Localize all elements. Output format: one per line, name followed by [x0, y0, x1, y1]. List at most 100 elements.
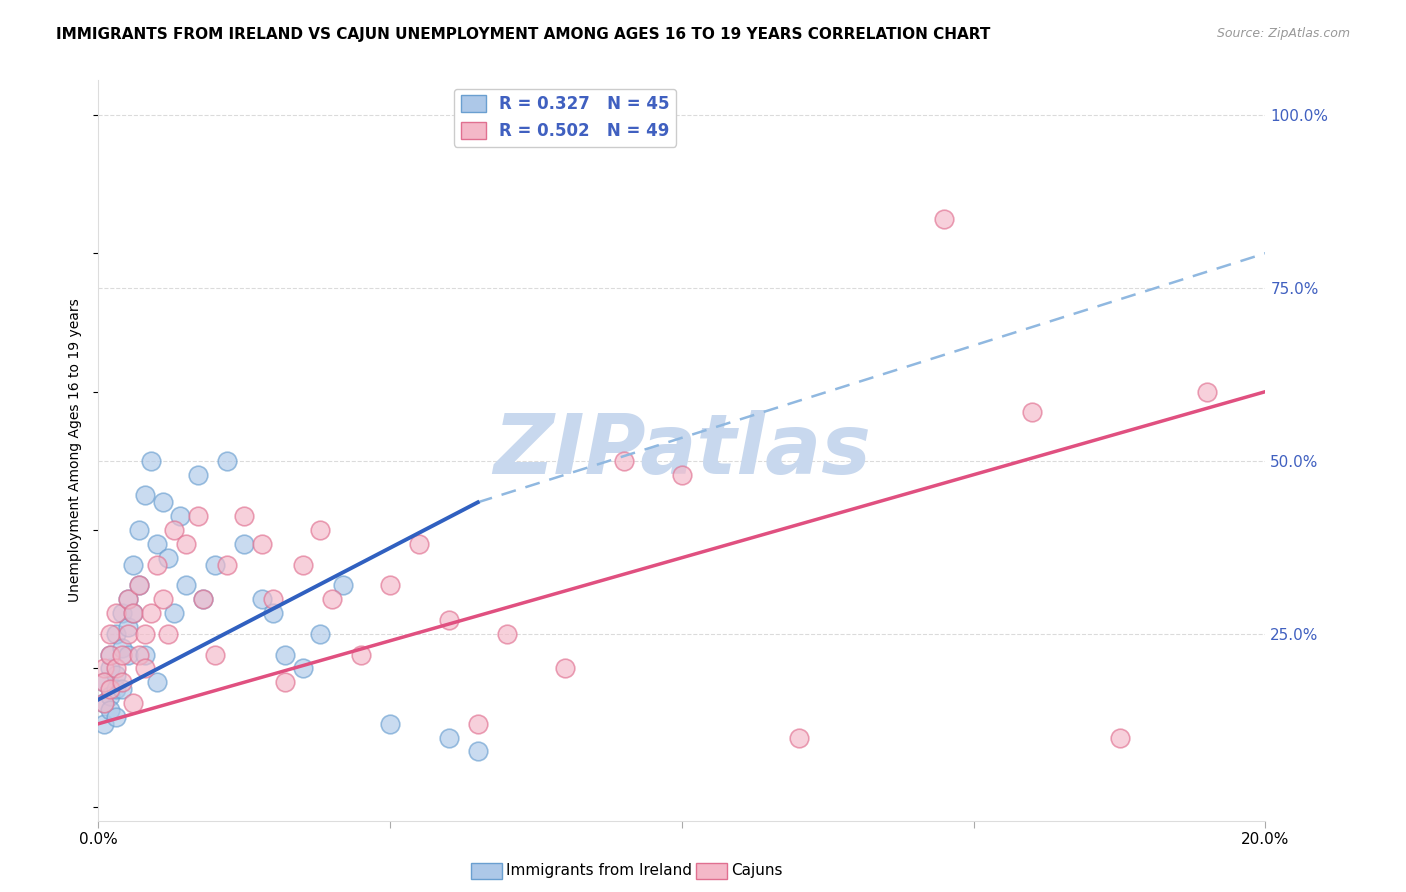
Point [122, 696, 145, 710]
Point [250, 537, 273, 551]
Point [104, 668, 127, 682]
Point [117, 620, 139, 634]
Point [262, 606, 284, 620]
Point [215, 558, 238, 572]
Point [93, 675, 115, 690]
Point [128, 578, 150, 592]
Point [291, 661, 314, 675]
Point [1108, 731, 1130, 745]
Point [467, 716, 489, 731]
Point [98, 627, 121, 641]
Point [204, 648, 226, 662]
Point [174, 578, 197, 592]
Point [146, 675, 169, 690]
Point [496, 627, 519, 641]
Point [111, 675, 134, 690]
Point [128, 523, 150, 537]
Point [122, 606, 145, 620]
Point [134, 627, 156, 641]
Point [139, 606, 162, 620]
Point [117, 592, 139, 607]
Point [93, 675, 115, 690]
Point [1021, 405, 1043, 419]
Point [117, 648, 139, 662]
Point [233, 537, 256, 551]
Point [250, 592, 273, 607]
Point [104, 682, 127, 697]
Legend: R = 0.327   N = 45, R = 0.502   N = 49: R = 0.327 N = 45, R = 0.502 N = 49 [454, 88, 676, 146]
Point [111, 682, 134, 697]
Point [93, 696, 115, 710]
Point [437, 613, 460, 627]
Point [467, 744, 489, 758]
Point [98, 648, 121, 662]
Point [204, 558, 226, 572]
Point [291, 558, 314, 572]
Point [163, 523, 186, 537]
Point [157, 550, 180, 565]
Point [93, 716, 115, 731]
Point [122, 606, 145, 620]
Point [117, 627, 139, 641]
Point [134, 488, 156, 502]
Point [174, 537, 197, 551]
Point [134, 661, 156, 675]
Point [233, 509, 256, 524]
Point [612, 454, 634, 468]
Point [408, 537, 430, 551]
Point [98, 703, 121, 717]
Point [193, 592, 215, 607]
Point [215, 454, 238, 468]
Point [122, 558, 145, 572]
Point [98, 648, 121, 662]
Text: Cajuns: Cajuns [731, 863, 783, 878]
Point [187, 467, 209, 482]
Point [93, 696, 115, 710]
Text: Immigrants from Ireland: Immigrants from Ireland [506, 863, 692, 878]
Point [98, 682, 121, 697]
Point [104, 627, 127, 641]
Point [934, 211, 956, 226]
Point [169, 509, 191, 524]
Point [93, 661, 115, 675]
Point [437, 731, 460, 745]
Point [111, 606, 134, 620]
Point [554, 661, 576, 675]
Point [671, 467, 693, 482]
Point [350, 648, 373, 662]
Point [380, 716, 402, 731]
Point [163, 606, 186, 620]
Point [321, 592, 343, 607]
Point [309, 627, 332, 641]
Point [111, 648, 134, 662]
Point [104, 661, 127, 675]
Point [98, 661, 121, 675]
Point [128, 648, 150, 662]
Point [332, 578, 354, 592]
Point [157, 627, 180, 641]
Point [262, 592, 284, 607]
Point [104, 710, 127, 724]
Point [152, 592, 174, 607]
Point [104, 606, 127, 620]
Text: IMMIGRANTS FROM IRELAND VS CAJUN UNEMPLOYMENT AMONG AGES 16 TO 19 YEARS CORRELAT: IMMIGRANTS FROM IRELAND VS CAJUN UNEMPLO… [56, 27, 991, 42]
Point [98, 689, 121, 703]
Text: Source: ZipAtlas.com: Source: ZipAtlas.com [1216, 27, 1350, 40]
Point [309, 523, 332, 537]
Point [117, 592, 139, 607]
Point [152, 495, 174, 509]
Point [146, 537, 169, 551]
Point [274, 648, 297, 662]
Point [274, 675, 297, 690]
Point [134, 648, 156, 662]
Point [146, 558, 169, 572]
Point [187, 509, 209, 524]
Y-axis label: Unemployment Among Ages 16 to 19 years: Unemployment Among Ages 16 to 19 years [69, 299, 83, 602]
Point [193, 592, 215, 607]
Point [1195, 384, 1218, 399]
Point [139, 454, 162, 468]
Point [380, 578, 402, 592]
Text: ZIPatlas: ZIPatlas [494, 410, 870, 491]
Point [787, 731, 810, 745]
Point [111, 640, 134, 655]
